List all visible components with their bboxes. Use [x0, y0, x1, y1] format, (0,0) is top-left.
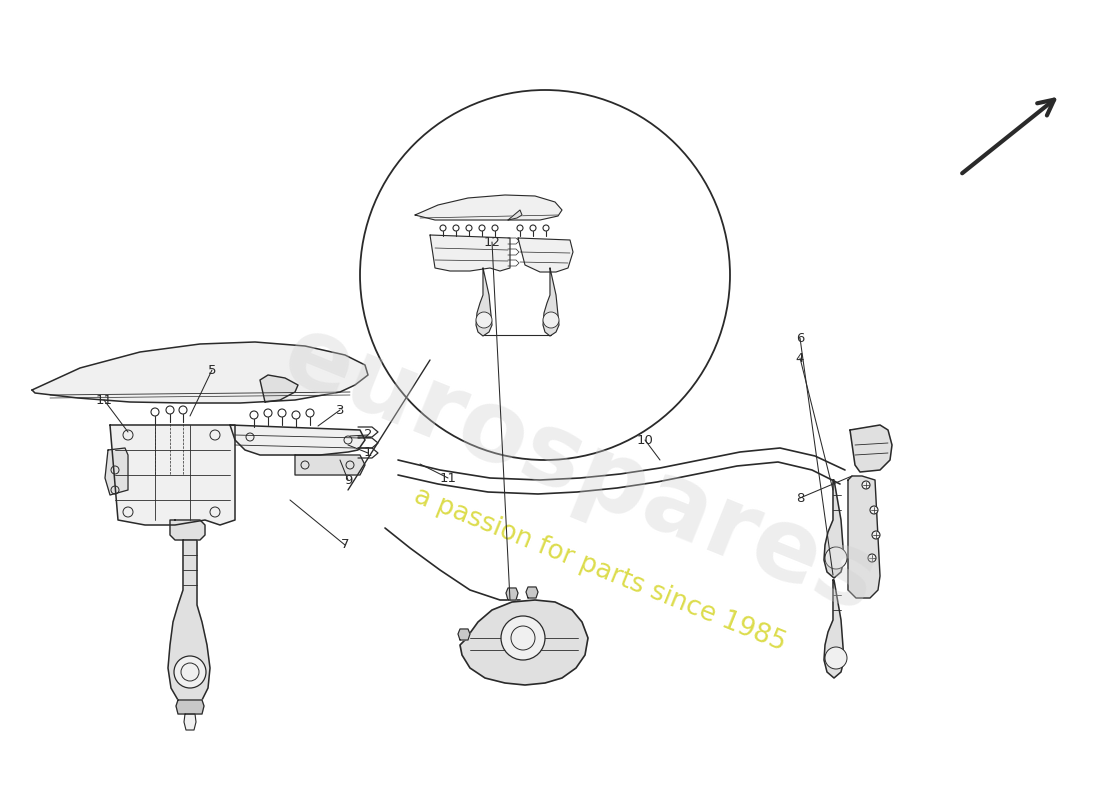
- Circle shape: [872, 531, 880, 539]
- Polygon shape: [508, 210, 522, 220]
- Polygon shape: [848, 476, 880, 598]
- Polygon shape: [260, 375, 298, 402]
- Circle shape: [870, 506, 878, 514]
- Polygon shape: [506, 588, 518, 600]
- Circle shape: [543, 225, 549, 231]
- Circle shape: [500, 616, 544, 660]
- Circle shape: [182, 663, 199, 681]
- Text: 6: 6: [795, 331, 804, 345]
- Text: a passion for parts since 1985: a passion for parts since 1985: [410, 483, 790, 657]
- Polygon shape: [32, 342, 368, 403]
- Polygon shape: [176, 700, 204, 714]
- Circle shape: [151, 408, 160, 416]
- Circle shape: [166, 406, 174, 414]
- Text: 5: 5: [208, 363, 217, 377]
- Polygon shape: [168, 540, 210, 706]
- Text: 11: 11: [440, 471, 456, 485]
- Text: 1: 1: [364, 446, 372, 459]
- Circle shape: [517, 225, 522, 231]
- Circle shape: [292, 411, 300, 419]
- Polygon shape: [526, 587, 538, 598]
- Polygon shape: [458, 629, 470, 640]
- Polygon shape: [295, 455, 365, 475]
- Polygon shape: [518, 238, 573, 272]
- Circle shape: [440, 225, 446, 231]
- Polygon shape: [110, 425, 235, 525]
- Text: eurospares: eurospares: [268, 306, 891, 634]
- Circle shape: [453, 225, 459, 231]
- Polygon shape: [850, 425, 892, 472]
- Circle shape: [476, 312, 492, 328]
- Text: 11: 11: [96, 394, 112, 406]
- Text: 9: 9: [344, 474, 352, 486]
- Circle shape: [179, 406, 187, 414]
- Polygon shape: [170, 520, 205, 540]
- Circle shape: [250, 411, 258, 419]
- Circle shape: [306, 409, 313, 417]
- Polygon shape: [184, 714, 196, 730]
- Circle shape: [278, 409, 286, 417]
- Polygon shape: [824, 580, 844, 678]
- Circle shape: [825, 547, 847, 569]
- Polygon shape: [104, 448, 128, 495]
- Text: 10: 10: [637, 434, 653, 446]
- Polygon shape: [543, 268, 559, 336]
- Polygon shape: [415, 195, 562, 220]
- Polygon shape: [460, 600, 588, 685]
- Text: 2: 2: [364, 429, 372, 442]
- Text: 4: 4: [795, 351, 804, 365]
- Polygon shape: [230, 425, 365, 455]
- Text: 7: 7: [341, 538, 350, 551]
- Circle shape: [478, 225, 485, 231]
- Circle shape: [174, 656, 206, 688]
- Text: 3: 3: [336, 403, 344, 417]
- Circle shape: [492, 225, 498, 231]
- Text: 12: 12: [484, 235, 500, 249]
- Circle shape: [264, 409, 272, 417]
- Circle shape: [862, 481, 870, 489]
- Circle shape: [512, 626, 535, 650]
- Circle shape: [466, 225, 472, 231]
- Polygon shape: [476, 268, 492, 336]
- Text: 8: 8: [795, 491, 804, 505]
- Circle shape: [530, 225, 536, 231]
- Circle shape: [543, 312, 559, 328]
- Polygon shape: [824, 480, 844, 578]
- Circle shape: [825, 647, 847, 669]
- Circle shape: [868, 554, 876, 562]
- Polygon shape: [430, 235, 510, 271]
